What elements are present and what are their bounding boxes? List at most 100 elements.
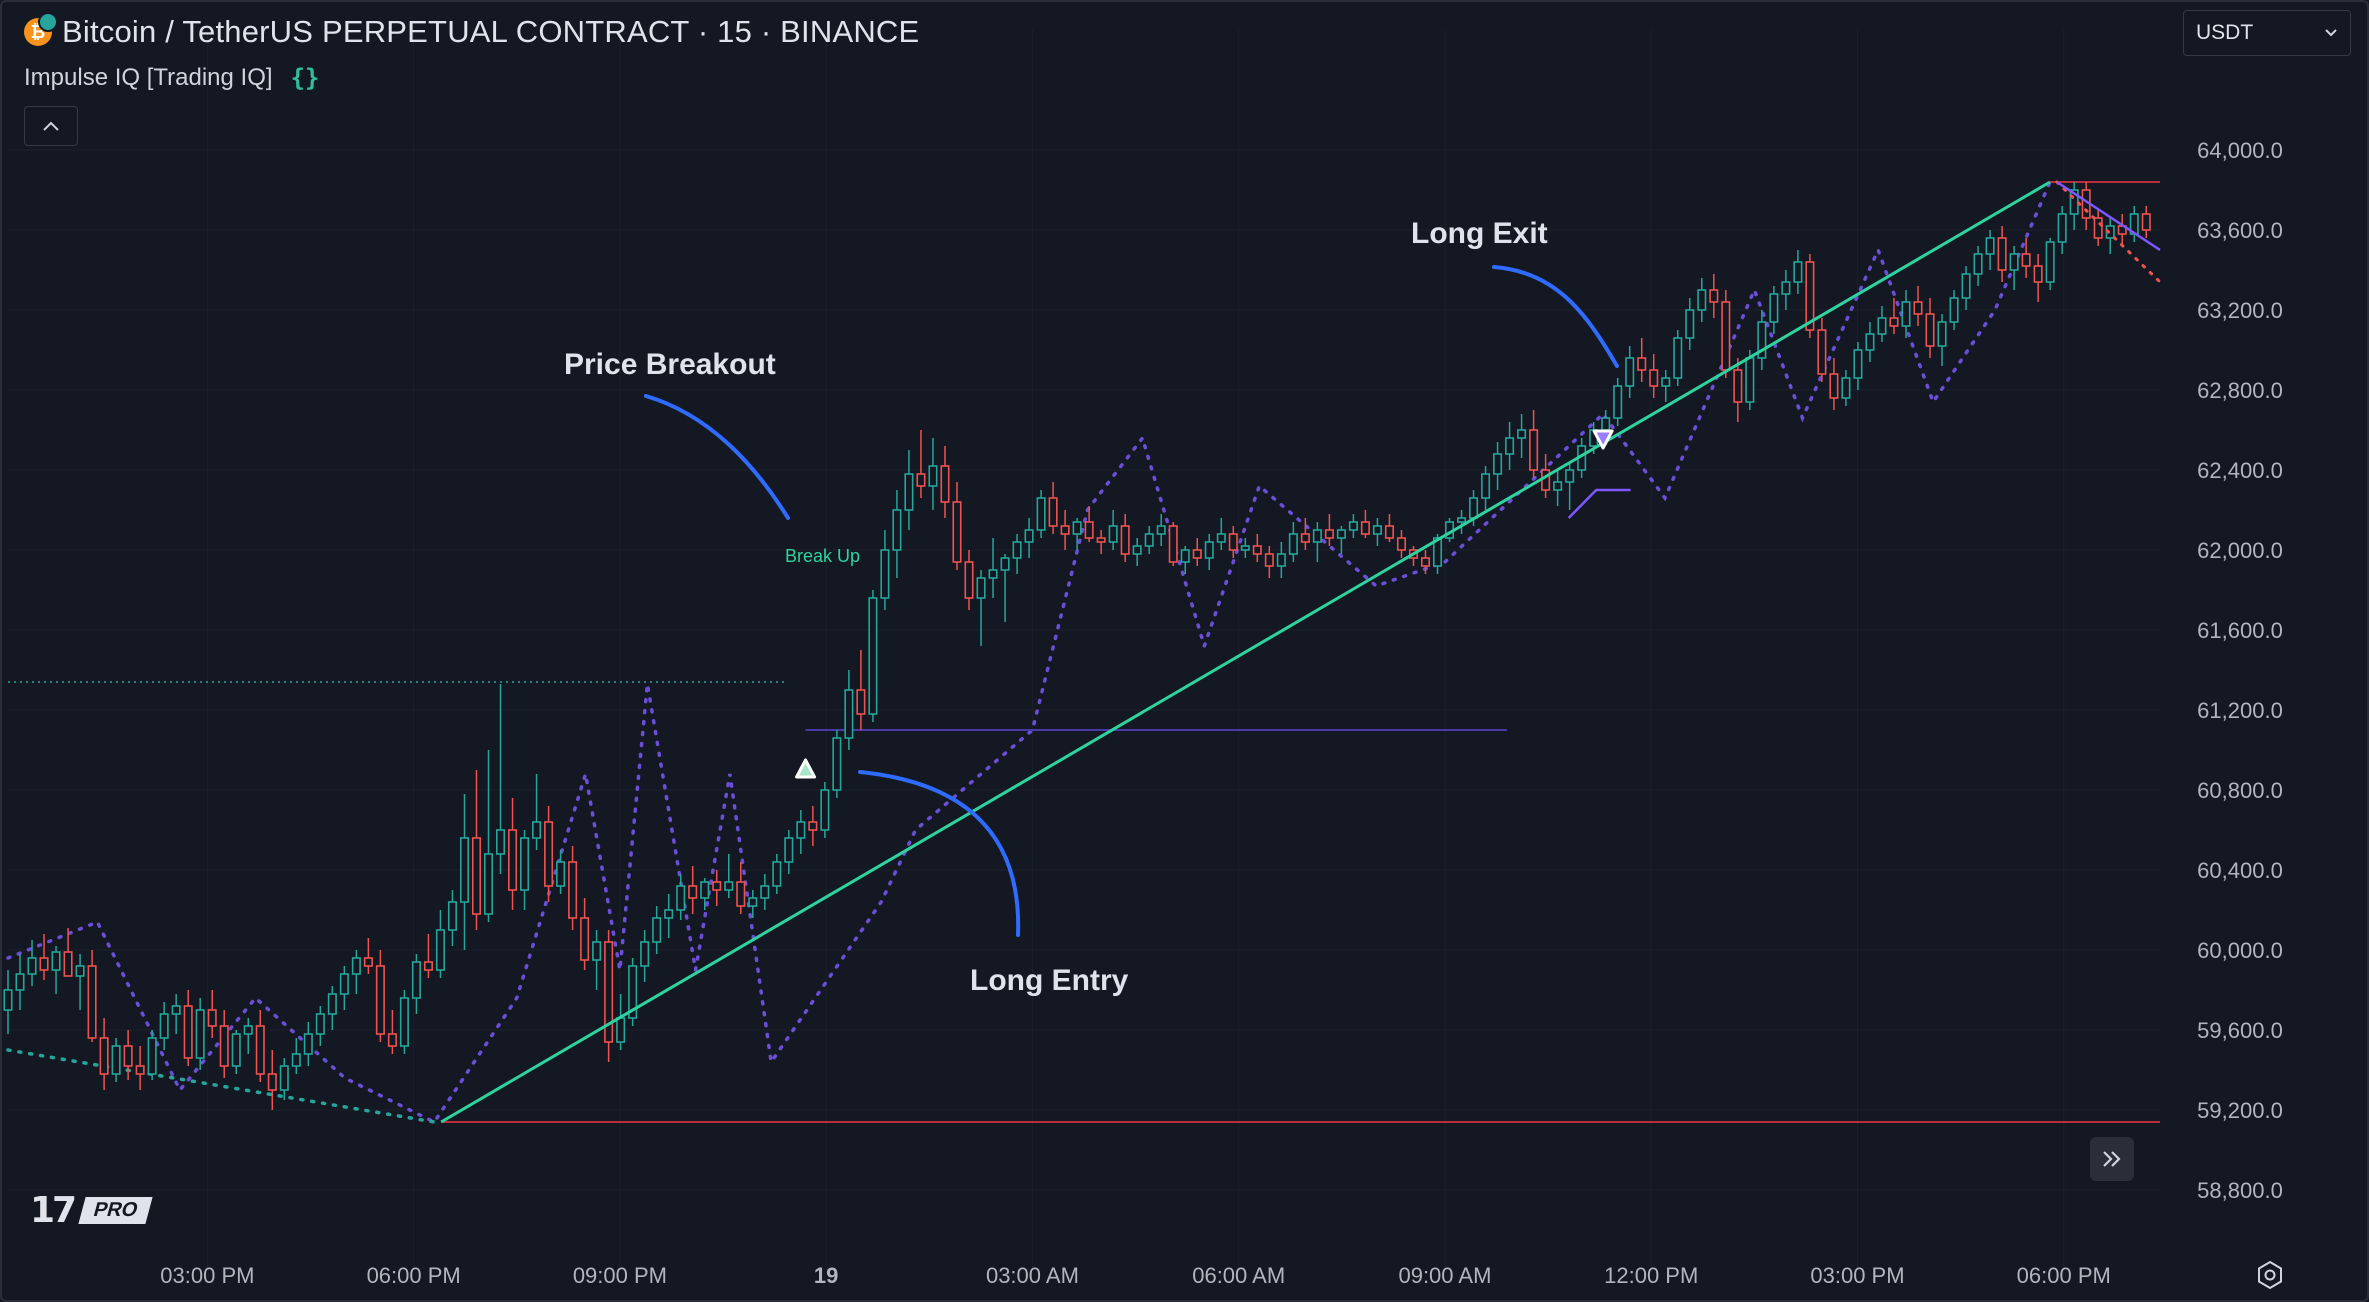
candle-body[interactable] bbox=[628, 965, 638, 1019]
candle-body[interactable] bbox=[1432, 537, 1443, 567]
candle-body[interactable] bbox=[676, 885, 686, 911]
candle-body[interactable] bbox=[1180, 549, 1190, 563]
candle-body[interactable] bbox=[1228, 533, 1238, 551]
candle-body[interactable] bbox=[1529, 429, 1539, 471]
candle-body[interactable] bbox=[1997, 237, 2007, 271]
candle-body[interactable] bbox=[267, 1073, 277, 1091]
candle-body[interactable] bbox=[411, 961, 421, 999]
candle-body[interactable] bbox=[1805, 261, 1815, 331]
candle-body[interactable] bbox=[159, 1013, 169, 1039]
candle-body[interactable] bbox=[640, 941, 650, 967]
candle-body[interactable] bbox=[1072, 521, 1082, 535]
candle-body[interactable] bbox=[1733, 369, 1743, 403]
candle-body[interactable] bbox=[123, 1045, 133, 1067]
candle-body[interactable] bbox=[1096, 537, 1106, 543]
candle-body[interactable] bbox=[712, 881, 722, 891]
candle-body[interactable] bbox=[724, 881, 734, 891]
candle-body[interactable] bbox=[1120, 525, 1130, 555]
candle-body[interactable] bbox=[1108, 525, 1118, 543]
candle-body[interactable] bbox=[171, 1005, 181, 1015]
settings-icon[interactable] bbox=[2255, 1260, 2285, 1290]
candle-body[interactable] bbox=[1949, 297, 1959, 323]
candle-body[interactable] bbox=[1553, 481, 1563, 491]
candle-body[interactable] bbox=[1012, 541, 1022, 559]
candle-body[interactable] bbox=[15, 973, 25, 991]
candle-body[interactable] bbox=[459, 837, 470, 903]
candle-body[interactable] bbox=[2033, 265, 2043, 283]
candle-body[interactable] bbox=[1144, 533, 1154, 547]
candle-body[interactable] bbox=[1192, 549, 1202, 559]
candle-body[interactable] bbox=[1961, 273, 1971, 299]
long-entry-marker-icon[interactable] bbox=[795, 758, 817, 779]
candle-body[interactable] bbox=[928, 465, 938, 487]
candle-body[interactable] bbox=[856, 689, 866, 715]
candle-body[interactable] bbox=[1060, 525, 1070, 535]
candle-body[interactable] bbox=[1601, 417, 1611, 431]
candle-body[interactable] bbox=[772, 861, 782, 887]
candle-body[interactable] bbox=[2141, 213, 2151, 231]
candle-body[interactable] bbox=[700, 881, 710, 899]
candle-body[interactable] bbox=[1457, 517, 1467, 523]
candle-body[interactable] bbox=[508, 829, 518, 891]
braces-icon[interactable]: {} bbox=[290, 64, 320, 92]
candle-body[interactable] bbox=[279, 1065, 289, 1091]
candle-body[interactable] bbox=[1000, 557, 1010, 571]
candle-body[interactable] bbox=[1372, 525, 1382, 535]
candle-body[interactable] bbox=[916, 473, 926, 487]
candle-body[interactable] bbox=[616, 1017, 626, 1043]
candle-body[interactable] bbox=[99, 1037, 109, 1075]
candle-body[interactable] bbox=[1493, 453, 1503, 475]
candle-body[interactable] bbox=[976, 577, 986, 599]
candle-body[interactable] bbox=[832, 737, 842, 791]
candle-body[interactable] bbox=[1649, 369, 1659, 387]
candle-body[interactable] bbox=[988, 569, 998, 579]
candle-body[interactable] bbox=[1841, 377, 1851, 399]
candle-body[interactable] bbox=[1288, 533, 1298, 555]
candle-body[interactable] bbox=[1300, 533, 1310, 543]
candle-body[interactable] bbox=[1685, 309, 1695, 339]
candle-body[interactable] bbox=[2045, 241, 2055, 283]
candle-body[interactable] bbox=[1901, 301, 1911, 327]
candle-body[interactable] bbox=[1048, 497, 1058, 527]
candle-body[interactable] bbox=[952, 501, 962, 563]
candle-body[interactable] bbox=[892, 509, 902, 551]
candle-body[interactable] bbox=[387, 1033, 397, 1047]
candle-body[interactable] bbox=[1925, 313, 1935, 347]
candle-body[interactable] bbox=[1985, 237, 1995, 255]
candle-body[interactable] bbox=[1889, 317, 1899, 327]
indicator-name[interactable]: Impulse IQ [Trading IQ] bbox=[24, 64, 273, 91]
candle-body[interactable] bbox=[303, 1033, 313, 1055]
candle-body[interactable] bbox=[1469, 497, 1479, 519]
candle-body[interactable] bbox=[880, 549, 890, 599]
candle-body[interactable] bbox=[1481, 473, 1491, 499]
candle-body[interactable] bbox=[63, 951, 73, 977]
candle-body[interactable] bbox=[3, 989, 13, 1011]
candle-body[interactable] bbox=[195, 1009, 205, 1059]
collapse-legend-button[interactable] bbox=[24, 106, 78, 146]
candle-body[interactable] bbox=[291, 1053, 301, 1067]
candle-body[interactable] bbox=[748, 897, 758, 907]
candle-body[interactable] bbox=[1661, 377, 1671, 387]
candle-body[interactable] bbox=[556, 861, 566, 887]
candle-body[interactable] bbox=[1517, 429, 1527, 439]
candle-body[interactable] bbox=[1168, 525, 1178, 563]
candle-body[interactable] bbox=[1697, 289, 1707, 311]
candle-body[interactable] bbox=[1829, 373, 1839, 399]
candle-body[interactable] bbox=[1937, 321, 1947, 347]
candle-body[interactable] bbox=[1877, 317, 1887, 335]
candle-body[interactable] bbox=[483, 853, 494, 915]
candle-body[interactable] bbox=[1745, 357, 1755, 403]
candle-body[interactable] bbox=[1565, 469, 1575, 483]
candle-body[interactable] bbox=[1793, 261, 1803, 283]
candle-body[interactable] bbox=[219, 1025, 229, 1067]
candle-body[interactable] bbox=[1276, 553, 1286, 567]
candle-body[interactable] bbox=[1505, 437, 1515, 455]
candle-body[interactable] bbox=[1625, 357, 1635, 387]
candle-body[interactable] bbox=[820, 789, 830, 831]
candle-body[interactable] bbox=[351, 957, 361, 975]
candle-body[interactable] bbox=[207, 1009, 217, 1027]
candle-body[interactable] bbox=[1252, 545, 1262, 555]
candle-body[interactable] bbox=[1384, 525, 1394, 539]
candle-body[interactable] bbox=[520, 837, 530, 891]
